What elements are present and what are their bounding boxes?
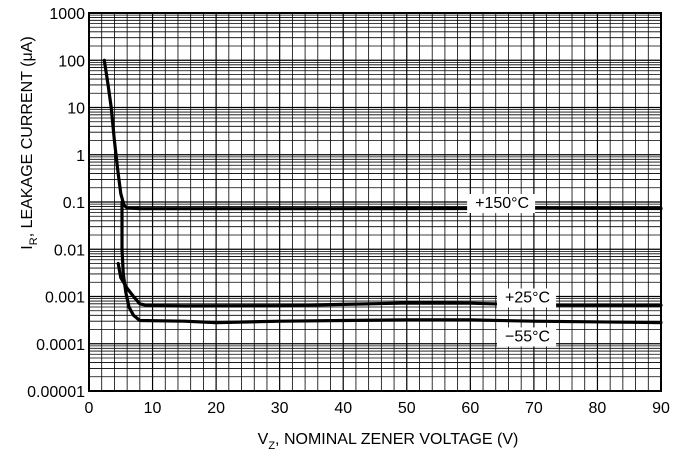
series-label-text: +25°C bbox=[505, 290, 550, 307]
y-tick-label: 0.001 bbox=[45, 290, 85, 307]
series-label: +150°C bbox=[467, 194, 536, 213]
y-tick-label: 1 bbox=[76, 148, 85, 165]
y-tick-label: 100 bbox=[58, 53, 85, 70]
series-label-background bbox=[467, 194, 536, 213]
y-tick-label: 10 bbox=[67, 101, 85, 118]
x-tick-label: 0 bbox=[85, 400, 94, 417]
plot-frame bbox=[88, 12, 662, 392]
series-label-text: −55°C bbox=[505, 328, 550, 345]
series-line bbox=[120, 200, 663, 325]
series-label: −55°C bbox=[496, 327, 557, 347]
series-group bbox=[102, 58, 663, 325]
y-tick-label: 0.00001 bbox=[27, 384, 85, 401]
x-tick-label: 10 bbox=[144, 400, 162, 417]
series-label: +25°C bbox=[496, 288, 557, 308]
x-tick-label: 80 bbox=[589, 400, 607, 417]
x-tick-label: 20 bbox=[207, 400, 225, 417]
x-tick-label: 50 bbox=[398, 400, 416, 417]
series-label-background bbox=[496, 327, 557, 347]
x-tick-label: 60 bbox=[461, 400, 479, 417]
series-line bbox=[116, 261, 663, 308]
x-tick-label: 30 bbox=[271, 400, 289, 417]
y-tick-label: 0.1 bbox=[63, 195, 85, 212]
y-axis-title: IR, LEAKAGE CURRENT (μA) bbox=[19, 36, 40, 249]
x-tick-label: 90 bbox=[652, 400, 670, 417]
x-tick-label: 70 bbox=[525, 400, 543, 417]
tick-labels: 0 10 20 30 40 50 60 70 80 90 0.00001 0.0001 0.001 0.0… bbox=[27, 6, 670, 417]
series-line bbox=[102, 58, 663, 211]
y-tick-label: 0.0001 bbox=[36, 337, 85, 354]
y-tick-label: 1000 bbox=[49, 6, 85, 23]
series-labels: +150°C +25°C −55°C bbox=[467, 194, 557, 347]
grid bbox=[89, 13, 661, 391]
series-label-text: +150°C bbox=[475, 195, 529, 212]
x-tick-label: 40 bbox=[334, 400, 352, 417]
series-label-background bbox=[496, 288, 557, 308]
x-axis-title: VZ, NOMINAL ZENER VOLTAGE (V) bbox=[258, 431, 519, 452]
y-tick-label: 0.01 bbox=[54, 242, 85, 259]
